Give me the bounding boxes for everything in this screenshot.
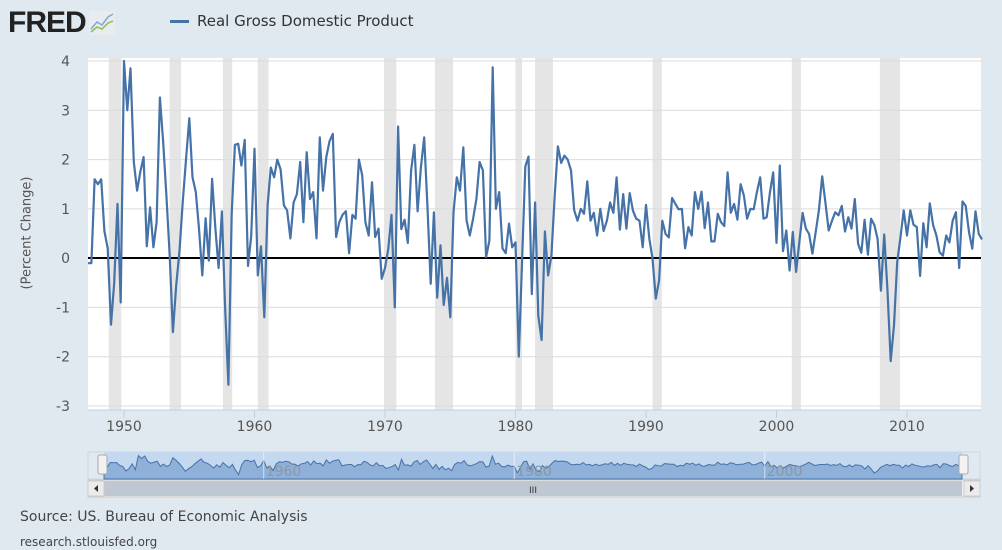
navigator[interactable]: 1960 1980 2000 III — [87, 451, 981, 498]
source-link[interactable]: research.stlouisfed.org — [20, 535, 158, 549]
recession-band — [222, 58, 233, 410]
navigator-tick-label: 2000 — [767, 464, 803, 480]
x-tick-label: 1950 — [106, 419, 142, 435]
legend-swatch — [170, 19, 189, 23]
x-tick-label: 2010 — [889, 419, 925, 435]
navigator-tick-label: 1960 — [266, 464, 302, 480]
scrollbar-grip-icon: III — [529, 486, 537, 496]
x-tick-label: 1990 — [628, 419, 664, 435]
source-note: Source: US. Bureau of Economic Analysis — [20, 509, 308, 525]
navigator-handle-right[interactable] — [958, 454, 969, 475]
legend-label: Real Gross Domestic Product — [197, 12, 414, 30]
y-tick-label: -3 — [56, 399, 70, 415]
navigator-ticks: 1960 1980 2000 — [263, 452, 803, 480]
x-tick-label: 2000 — [759, 419, 795, 435]
recession-band — [791, 58, 801, 410]
series-line-real-gdp[interactable] — [88, 59, 983, 386]
x-tick-label: 1970 — [367, 419, 403, 435]
x-axis-ticks: 1950 1960 1970 1980 1990 2000 2010 — [106, 410, 925, 435]
y-tick-label: 1 — [61, 202, 70, 218]
recession-band — [652, 58, 662, 410]
scrollbar-thumb[interactable] — [104, 481, 962, 496]
navigator-series — [103, 454, 963, 480]
navigator-handle-left[interactable] — [97, 454, 108, 475]
x-tick-label: 1960 — [237, 419, 273, 435]
recession-band — [257, 58, 269, 410]
arrow-left-icon — [94, 485, 98, 492]
recession-bands — [108, 58, 900, 410]
y-tick-label: 3 — [61, 103, 70, 119]
recession-band — [515, 58, 523, 410]
x-tick-label: 1980 — [498, 419, 534, 435]
fred-logo[interactable]: FRED — [8, 6, 115, 40]
logo-text: FRED — [8, 6, 87, 39]
chart-line-icon — [88, 11, 115, 35]
y-axis-ticks: 4 3 2 1 0 -1 -2 -3 — [56, 54, 70, 415]
recession-band — [434, 58, 453, 410]
y-tick-label: -2 — [56, 350, 70, 366]
recession-band — [169, 58, 182, 410]
y-tick-label: 0 — [61, 251, 70, 267]
legend-item[interactable]: Real Gross Domestic Product — [170, 12, 414, 30]
navigator-tick-label: 1980 — [516, 464, 552, 480]
y-tick-label: 2 — [61, 153, 70, 169]
y-tick-label: -1 — [56, 300, 70, 316]
arrow-right-icon — [970, 485, 974, 492]
y-tick-label: 4 — [61, 54, 70, 70]
